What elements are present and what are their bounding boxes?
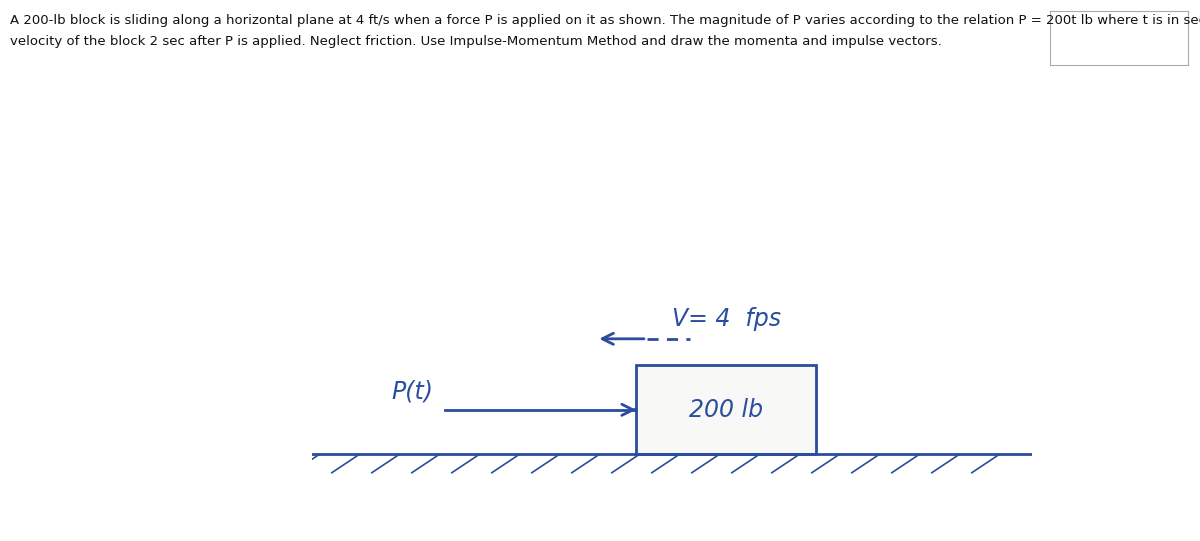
Text: P(t): P(t) [391, 380, 433, 404]
Text: 200 lb: 200 lb [689, 398, 763, 422]
Text: V= 4  fps: V= 4 fps [672, 307, 781, 332]
Text: A 200-lb block is sliding along a horizontal plane at 4 ft/s when a force P is a: A 200-lb block is sliding along a horizo… [10, 14, 1200, 27]
Bar [636, 365, 816, 454]
Text: velocity of the block 2 sec after P is applied. Neglect friction. Use Impulse-Mo: velocity of the block 2 sec after P is a… [10, 35, 941, 48]
